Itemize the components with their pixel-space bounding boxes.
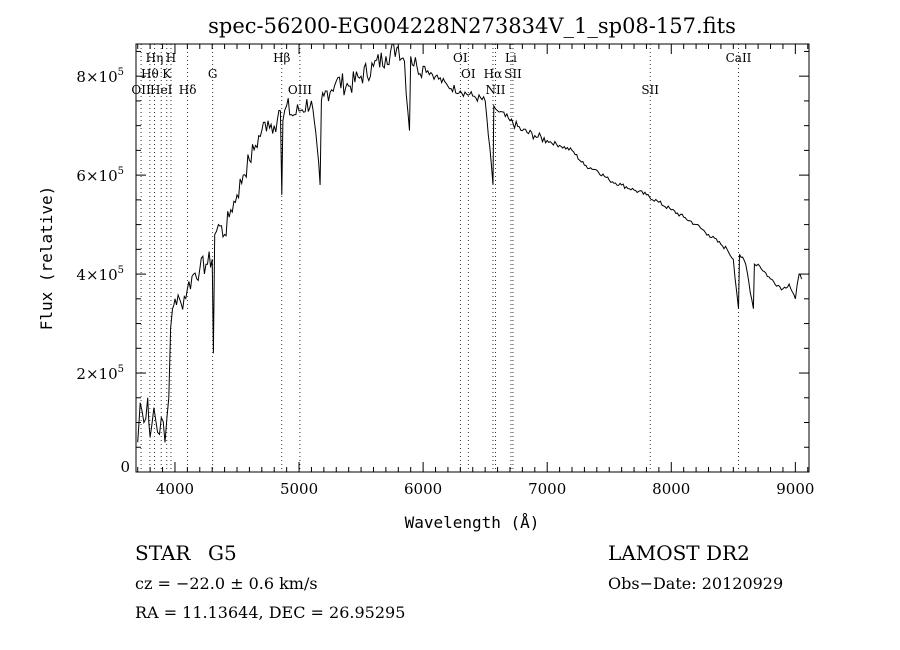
- y-axis-label: Flux (relative): [37, 186, 56, 331]
- survey-name: LAMOST DR2: [608, 541, 750, 565]
- y-tick-label: 0: [120, 458, 130, 476]
- plot-frame: [135, 43, 810, 473]
- spectrum-line: [137, 43, 803, 443]
- y-tick-label: 6×105: [76, 166, 124, 185]
- line-label: Hη: [146, 51, 164, 65]
- x-tick-label: 8000: [652, 480, 690, 498]
- line-label: Hβ: [273, 51, 290, 65]
- y-tick-label: 4×105: [76, 265, 124, 284]
- line-label: OII: [131, 83, 151, 97]
- line-label: OI: [461, 67, 476, 81]
- y-tick-label: 2×105: [76, 364, 124, 383]
- line-label: SII: [504, 67, 522, 81]
- line-label: SII: [641, 83, 659, 97]
- coordinates: RA = 11.13644, DEC = 26.95295: [135, 603, 405, 622]
- x-tick-label: 4000: [156, 480, 194, 498]
- line-label: Hα: [484, 67, 503, 81]
- y-tick-label: 8×105: [76, 67, 124, 86]
- line-label: Hθ: [141, 67, 159, 81]
- object-class: STAR: [135, 541, 191, 565]
- line-label: G: [208, 67, 218, 81]
- x-tick-label: 7000: [528, 480, 566, 498]
- line-label: NII: [485, 83, 505, 97]
- axis-ticks: 4000 5000 6000 7000 8000 9000 0 2×105 4×105 6×105…: [76, 44, 814, 498]
- line-label: HeI: [150, 83, 173, 97]
- obs-date: Obs−Date: 20120929: [608, 574, 783, 593]
- x-axis-label: Wavelength (Å): [405, 513, 540, 532]
- line-label: CaII: [726, 51, 752, 65]
- x-tick-label: 6000: [404, 480, 442, 498]
- line-label: K: [162, 67, 172, 81]
- line-label: H: [166, 51, 176, 65]
- line-label: Li: [505, 51, 517, 65]
- object-subclass: G5: [208, 541, 237, 565]
- redshift-cz: cz = −22.0 ± 0.6 km/s: [135, 574, 318, 593]
- line-label: Hδ: [179, 83, 197, 97]
- x-tick-label: 5000: [280, 480, 318, 498]
- x-tick-label: 9000: [776, 480, 814, 498]
- chart-title: spec-56200-EG004228N273834V_1_sp08-157.f…: [208, 14, 736, 38]
- line-label: OIII: [288, 83, 312, 97]
- line-label: OI: [453, 51, 468, 65]
- spectral-line-markers: Hη H Hθ K OII HeI Hδ G Hβ OIII OI OI Hα NII Li SII SII Ca…: [131, 44, 752, 472]
